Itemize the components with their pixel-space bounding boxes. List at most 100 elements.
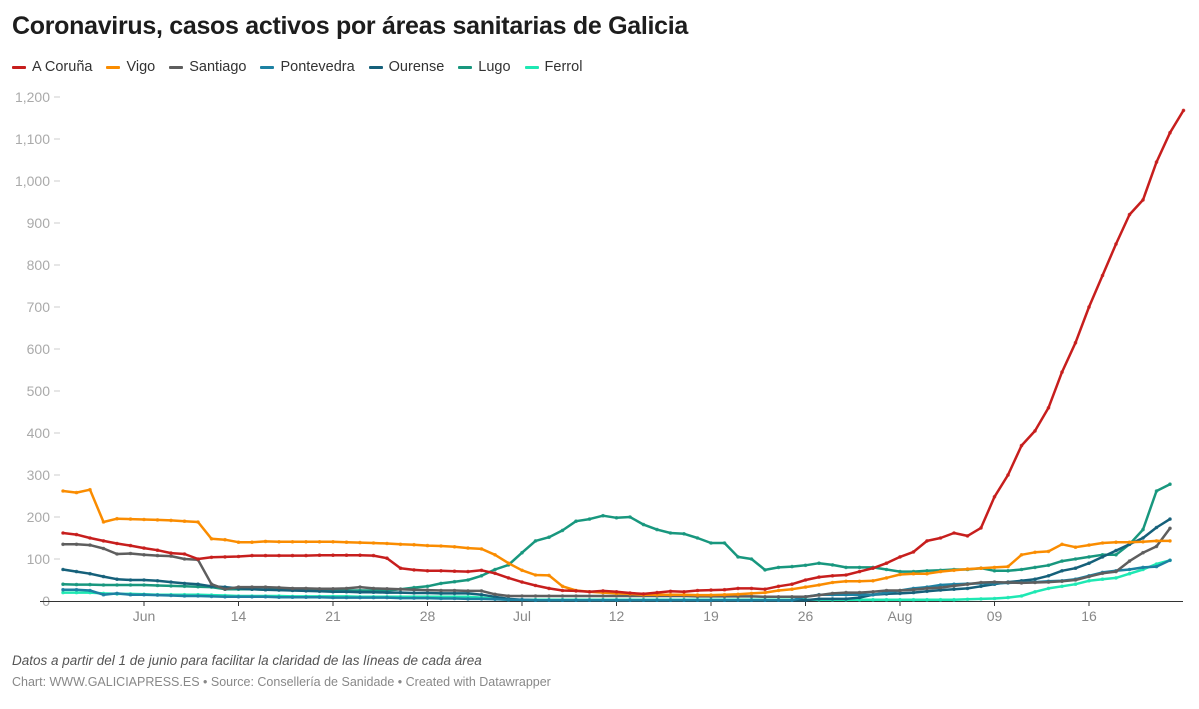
data-point-vigo [439, 544, 443, 548]
data-point-santiago [992, 580, 997, 584]
data-point-ourense [344, 590, 349, 594]
data-point-santiago [979, 580, 983, 585]
data-point-pontevedra [115, 591, 119, 596]
data-point-a-coruna [1033, 429, 1037, 433]
data-point-vigo [803, 585, 808, 589]
data-point-pontevedra [763, 598, 767, 602]
data-point-santiago [479, 589, 484, 593]
data-point-pontevedra [439, 596, 443, 601]
data-point-ferrol [884, 597, 889, 602]
legend-item-a-coruna: A Coruña [12, 59, 92, 75]
x-tick-label: 09 [987, 608, 1003, 624]
data-point-santiago [1114, 569, 1118, 574]
data-point-lugo [1087, 555, 1091, 559]
y-tick-label: 700 [27, 299, 51, 315]
data-point-santiago [371, 586, 376, 591]
data-point-a-coruna [1141, 198, 1145, 202]
data-point-ferrol [1100, 577, 1105, 581]
data-point-pontevedra [655, 598, 659, 602]
data-point-santiago [533, 594, 538, 598]
y-tick-label: 1,000 [15, 173, 50, 189]
data-point-ourense [817, 597, 821, 601]
data-point-santiago [1006, 580, 1010, 585]
data-point-lugo [479, 574, 484, 578]
data-point-vigo [1100, 541, 1105, 545]
data-point-ourense [101, 574, 106, 579]
x-tick-label: 14 [231, 608, 247, 624]
data-point-santiago [1141, 550, 1145, 555]
data-point-vigo [520, 568, 524, 573]
data-point-a-coruna [412, 568, 416, 572]
data-point-vigo [236, 540, 241, 544]
data-point-vigo [884, 576, 889, 580]
x-tick-label: 26 [798, 608, 814, 624]
data-point-ferrol [952, 597, 956, 602]
data-point-a-coruna [1046, 406, 1051, 410]
data-point-ourense [371, 590, 376, 594]
data-point-a-coruna [344, 553, 349, 557]
data-point-santiago [898, 588, 902, 593]
data-point-a-coruna [938, 536, 943, 540]
data-point-pontevedra [1141, 565, 1145, 570]
x-tick-label: Jun [133, 608, 156, 624]
data-point-lugo [533, 539, 538, 543]
data-point-vigo [182, 519, 187, 523]
data-point-lugo [844, 565, 848, 570]
data-point-pontevedra [344, 595, 349, 600]
data-point-ourense [452, 591, 457, 596]
data-point-a-coruna [250, 553, 254, 558]
data-point-a-coruna [1087, 305, 1091, 309]
data-point-lugo [1019, 567, 1024, 572]
x-tick-label: Aug [888, 608, 913, 624]
data-point-lugo [88, 582, 92, 587]
data-point-lugo [884, 567, 889, 572]
data-point-a-coruna [979, 526, 983, 530]
data-point-a-coruna [1154, 160, 1159, 164]
data-point-vigo [331, 540, 335, 544]
data-point-pontevedra [520, 597, 524, 602]
data-point-lugo [182, 584, 187, 589]
data-point-a-coruna [277, 553, 281, 558]
data-point-santiago [182, 557, 187, 561]
data-point-pontevedra [547, 598, 551, 602]
data-point-vigo [358, 540, 362, 545]
data-point-a-coruna [263, 553, 268, 558]
data-point-santiago [263, 585, 268, 589]
data-point-lugo [817, 561, 821, 565]
data-point-ourense [979, 584, 983, 589]
data-point-vigo [682, 592, 686, 597]
data-point-pontevedra [452, 596, 457, 601]
data-point-ferrol [1127, 571, 1132, 576]
data-point-santiago [506, 594, 511, 598]
legend-item-ferrol: Ferrol [524, 59, 582, 75]
data-point-vigo [115, 516, 119, 521]
y-tick-label: 1,200 [15, 89, 50, 105]
data-point-lugo [466, 578, 470, 582]
data-point-pontevedra [277, 595, 281, 599]
data-point-ourense [952, 587, 956, 591]
data-point-santiago [1087, 574, 1091, 579]
data-point-ourense [493, 595, 497, 599]
data-point-pontevedra [466, 597, 470, 601]
data-point-a-coruna [601, 589, 605, 593]
legend-swatch [260, 65, 275, 69]
data-point-pontevedra [88, 588, 92, 593]
data-point-a-coruna [911, 550, 916, 554]
data-point-vigo [74, 490, 79, 495]
data-point-ourense [965, 586, 970, 591]
x-tick-label: 28 [420, 608, 436, 624]
data-point-ourense [88, 571, 92, 576]
data-point-ferrol [1046, 586, 1051, 591]
legend-swatch [12, 65, 26, 69]
data-point-a-coruna [898, 555, 902, 559]
data-point-ourense [439, 591, 443, 596]
data-point-pontevedra [1127, 567, 1132, 572]
data-point-ourense [1046, 574, 1051, 578]
data-point-ourense [155, 579, 160, 583]
data-point-a-coruna [574, 589, 578, 593]
data-point-a-coruna [655, 590, 659, 595]
data-point-vigo [101, 520, 106, 524]
data-point-ferrol [1114, 576, 1118, 580]
data-point-lugo [1114, 553, 1118, 557]
data-point-a-coruna [506, 576, 511, 580]
